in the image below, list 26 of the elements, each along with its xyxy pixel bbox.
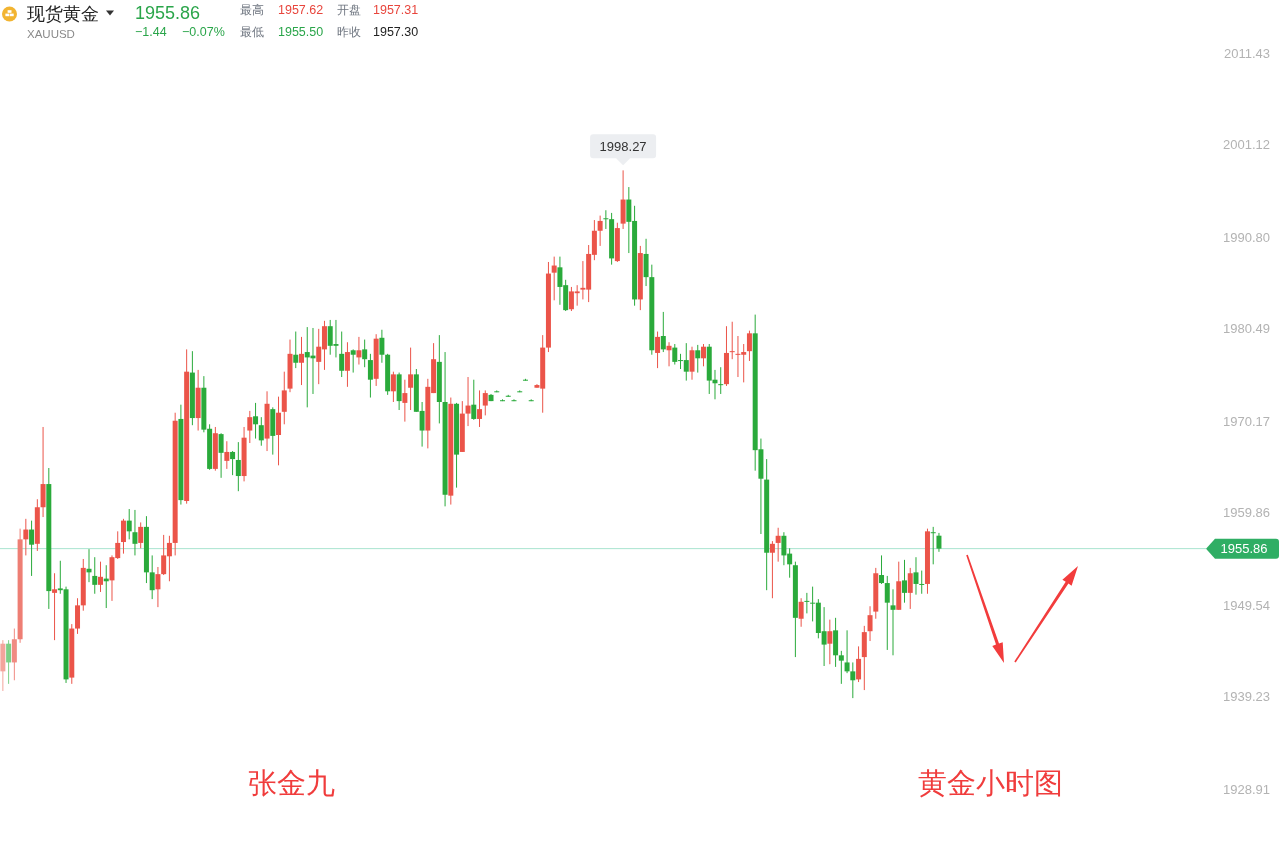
- text: 昨收: [337, 25, 361, 39]
- text: 1955.50: [278, 25, 324, 39]
- y-tick-label: 1970.17: [1223, 413, 1270, 429]
- text: 1957.62: [278, 3, 324, 17]
- y-tick-label: 2001.12: [1223, 137, 1270, 153]
- y-tick-label: 1990.80: [1223, 229, 1270, 245]
- text: −1.44: [135, 25, 167, 39]
- chart-subtitle: XAUUSD: [27, 28, 75, 40]
- annotation: 黄金小时图: [918, 767, 1063, 799]
- text: 1957.30: [373, 25, 419, 39]
- annotation: 1998.27: [599, 138, 647, 154]
- text: −0.07%: [182, 25, 225, 39]
- y-tick-label: 2011.43: [1223, 45, 1270, 61]
- text: 最高: [240, 3, 264, 17]
- y-tick-label: 1980.49: [1223, 321, 1270, 337]
- chart-title: 现货黄金: [27, 4, 99, 24]
- text: 1957.31: [373, 3, 419, 17]
- text: 开盘: [337, 3, 361, 17]
- y-tick-label: 1949.54: [1223, 597, 1270, 613]
- ref-line-label: 1955.86: [1220, 541, 1268, 557]
- annotation: 张金九: [248, 767, 335, 799]
- y-tick-label: 1959.86: [1223, 505, 1270, 521]
- text: 最低: [240, 25, 264, 39]
- y-tick-label: 1928.91: [1223, 781, 1270, 797]
- y-tick-label: 1939.23: [1223, 689, 1270, 705]
- text: 1955.86: [135, 3, 201, 23]
